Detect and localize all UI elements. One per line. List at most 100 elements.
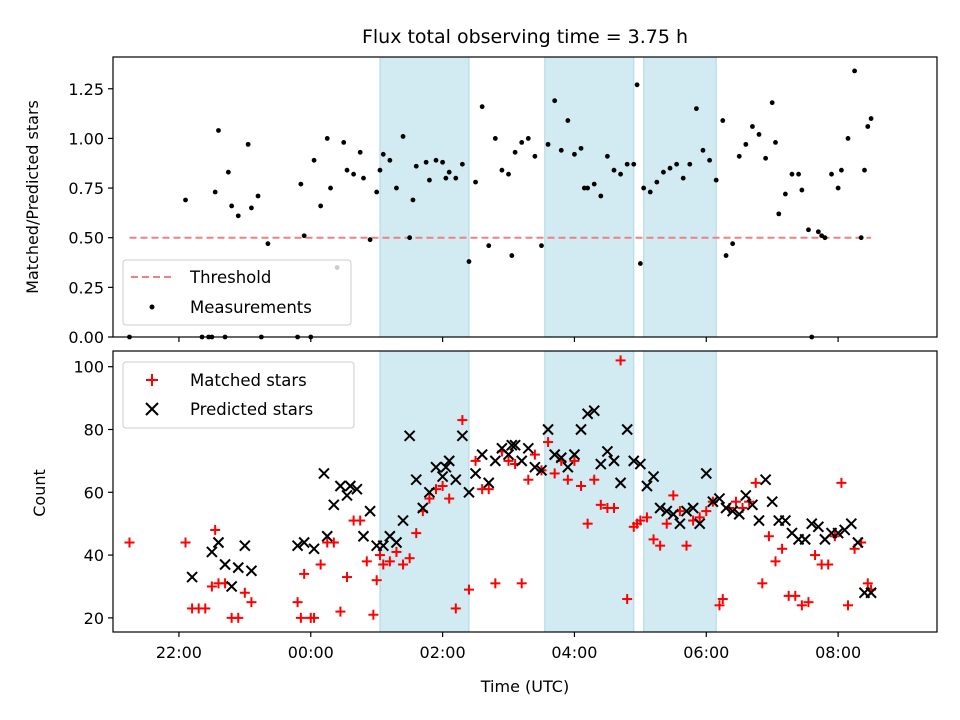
measurement-point [858, 235, 864, 241]
measurement-point [839, 167, 844, 173]
predicted-point [308, 543, 320, 555]
measurement-point [377, 167, 383, 173]
top-shaded-region [643, 56, 717, 338]
predicted-point [440, 461, 452, 473]
matched-point [549, 468, 560, 479]
predicted-point [601, 445, 614, 458]
measurement-point [713, 177, 719, 183]
predicted-point [509, 439, 521, 451]
measurement-point [852, 68, 857, 74]
predicted-point [555, 452, 567, 464]
predicted-point [634, 458, 647, 470]
measurement-point [773, 139, 778, 145]
predicted-point [707, 495, 719, 508]
predicted-point [575, 423, 587, 436]
bottom-legend-box [122, 361, 355, 429]
matched-point [411, 528, 422, 539]
matched-point [701, 506, 712, 517]
matched-point [391, 546, 402, 557]
measurement-point [654, 179, 660, 185]
predicted-point [206, 546, 218, 558]
bottom-y-tick-label: 40 [84, 546, 104, 565]
predicted-point [766, 495, 778, 508]
measurement-point [782, 191, 788, 197]
top-y-tick-label: 1.00 [68, 129, 104, 148]
predicted-point [232, 561, 244, 574]
matched-point [717, 594, 728, 605]
matched-point [668, 490, 679, 501]
measurement-point [394, 185, 399, 191]
x-tick-label: 04:00 [551, 643, 597, 662]
measurement-point [328, 185, 333, 191]
predicted-point [746, 499, 759, 511]
measurement-point [558, 147, 564, 153]
measurement-point [235, 213, 241, 219]
measurement-point [865, 124, 871, 129]
predicted-point [417, 502, 429, 514]
predicted-point [806, 517, 818, 530]
matched-point [490, 578, 501, 589]
matched-point [589, 474, 600, 485]
measurement-point [506, 171, 511, 177]
measurement-point [245, 141, 251, 147]
predicted-point [298, 536, 310, 549]
measurement-point [532, 153, 538, 159]
matched-point [694, 512, 705, 523]
matched-point [328, 537, 339, 548]
measurement-point [806, 227, 811, 233]
x-tick-label: 02:00 [420, 643, 466, 662]
predicted-point [502, 448, 515, 461]
predicted-point [832, 527, 844, 539]
legend-matched-swatch [146, 374, 158, 386]
matched-point [516, 578, 527, 589]
measurement-point [730, 241, 736, 247]
matched-point [843, 600, 854, 611]
matched-point [655, 540, 666, 551]
measurement-point [661, 169, 666, 175]
predicted-point [720, 502, 732, 514]
bottom-y-tick-label: 20 [84, 609, 104, 628]
bottom-y-tick-label: 60 [84, 483, 104, 502]
matched-point [622, 594, 633, 605]
matched-point [796, 600, 807, 611]
matched-point [371, 575, 382, 586]
predicted-point [779, 514, 792, 527]
measurement-point [525, 136, 531, 141]
measurement-point [473, 179, 478, 185]
measurement-point [700, 147, 706, 153]
bottom-shaded-region [544, 350, 635, 633]
measurement-point [486, 243, 492, 249]
measurement-point [367, 237, 373, 243]
measurement-point [624, 161, 630, 167]
predicted-point [680, 505, 693, 517]
predicted-point [430, 461, 442, 473]
predicted-point [687, 502, 699, 514]
measurement-point [479, 104, 485, 110]
predicted-point [489, 455, 502, 467]
measurement-point [440, 159, 445, 165]
bottom-series [124, 355, 877, 623]
predicted-point [733, 508, 745, 520]
predicted-point [463, 486, 475, 498]
matched-point [463, 584, 474, 595]
measurement-point [829, 171, 834, 177]
measurement-point [647, 189, 653, 195]
predicted-point [245, 565, 258, 577]
top-ticks: 0.00 0.25 0.50 0.75 1.00 1.25 [68, 80, 839, 347]
measurement-point [225, 169, 231, 175]
measurement-point [789, 171, 795, 177]
predicted-point [529, 461, 541, 473]
measurement-point [667, 165, 673, 171]
matched-point [770, 556, 781, 567]
measurement-point [410, 197, 416, 203]
top-y-axis-label: Matched/Predicted stars [23, 100, 42, 294]
legend-matched-label: Matched stars [190, 371, 307, 390]
matched-point [210, 524, 221, 535]
matched-point [368, 609, 379, 620]
predicted-point [456, 430, 469, 442]
matched-point [295, 612, 306, 623]
bottom-y-tick-label: 80 [84, 420, 104, 439]
measurement-point [799, 187, 805, 193]
measurement-point [539, 243, 544, 249]
measurement-point [693, 106, 699, 112]
